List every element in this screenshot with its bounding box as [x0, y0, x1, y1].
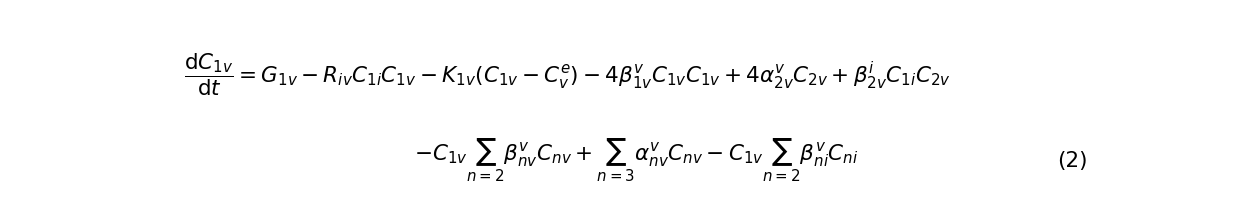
Text: $\dfrac{\mathrm{d}C_{1v}}{\mathrm{d}t} = G_{1v} - R_{iv}C_{1i}C_{1v} - K_{1v}(C_: $\dfrac{\mathrm{d}C_{1v}}{\mathrm{d}t} =… [184, 52, 951, 98]
Text: $- C_{1v}\sum_{n=2} \beta_{nv}^{v}C_{nv} + \sum_{n=3} \alpha_{nv}^{v}C_{nv} - C_: $- C_{1v}\sum_{n=2} \beta_{nv}^{v}C_{nv}… [414, 137, 859, 184]
Text: (2): (2) [1058, 151, 1087, 171]
